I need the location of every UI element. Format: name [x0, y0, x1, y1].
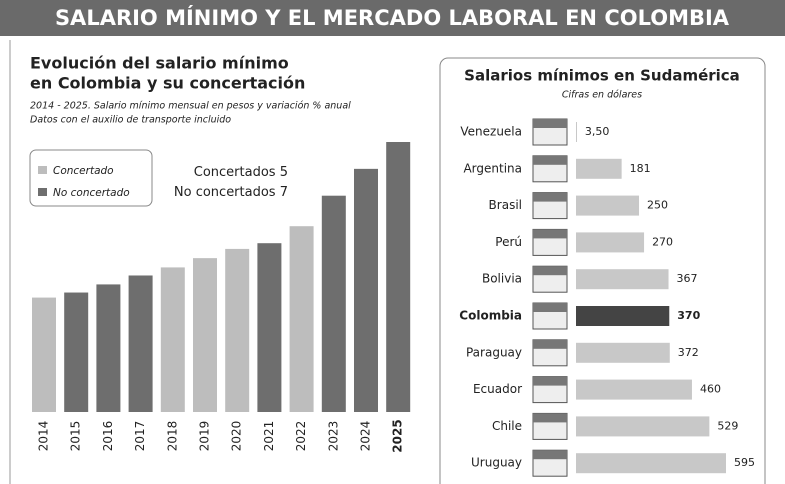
count-label: Concertados: [194, 165, 276, 180]
flag-band: [533, 229, 567, 239]
flag-band: [533, 376, 567, 386]
flag-band: [533, 303, 567, 312]
bar: [576, 158, 622, 179]
bar: [225, 248, 250, 412]
flag-band: [533, 155, 567, 165]
legend-count: No concertados 7: [174, 185, 288, 200]
value-label: 250: [647, 199, 668, 212]
bar: [32, 297, 56, 412]
banner: [0, 0, 785, 36]
bar: [576, 342, 670, 363]
x-tick-label: 2016: [101, 421, 115, 452]
flag-band: [533, 339, 567, 349]
value-label: 181: [630, 162, 651, 175]
flag-band: [533, 413, 567, 423]
country-label: Perú: [495, 235, 522, 249]
bar: [257, 243, 282, 412]
x-tick-label: 2024: [359, 421, 373, 452]
country-label: Chile: [492, 419, 522, 433]
x-tick-label: 2021: [262, 421, 276, 452]
bar: [576, 122, 577, 142]
chart-title: Salarios mínimos en Sudamérica: [464, 67, 740, 85]
legend-count: Concertados 5: [194, 165, 288, 180]
bar: [289, 226, 314, 412]
value-label: 370: [677, 309, 700, 322]
flag-band: [533, 192, 567, 202]
country-label: Colombia: [459, 309, 522, 323]
legend-label: Concertado: [53, 165, 114, 177]
legend-label: No concertado: [53, 187, 130, 199]
flag-band: [533, 266, 567, 276]
country-label: Brasil: [489, 198, 522, 212]
country-label: Venezuela: [460, 125, 522, 139]
value-label: 460: [700, 383, 721, 396]
chart-subtitle: 2014 - 2025. Salario mínimo mensual en p…: [30, 101, 351, 112]
value-label: 372: [678, 346, 699, 359]
bar: [64, 292, 89, 412]
bar: [576, 232, 645, 253]
flag-band: [533, 119, 567, 128]
chart-subtitle: Datos con el auxilio de transporte inclu…: [30, 115, 231, 126]
legend-swatch: [38, 188, 47, 196]
x-tick-label: 2015: [69, 421, 83, 452]
panel: [439, 57, 766, 484]
chart-subtitle: Cifras en dólares: [562, 90, 642, 101]
x-tick-label: 2014: [37, 421, 51, 452]
legend-box: [29, 149, 153, 207]
bar: [193, 258, 217, 412]
count-value: 5: [280, 165, 288, 180]
bar: [576, 269, 669, 290]
x-tick-label: 2025: [391, 419, 405, 452]
country-label: Ecuador: [473, 382, 522, 396]
chart-title: Evolución del salario mínimo: [30, 54, 289, 73]
x-tick-label: 2017: [133, 421, 147, 452]
country-label: Bolivia: [482, 272, 522, 286]
bar: [576, 306, 670, 326]
value-label: 3,50: [585, 125, 610, 138]
country-label: Uruguay: [471, 456, 522, 470]
bar: [96, 284, 121, 412]
bar: [576, 453, 726, 474]
value-label: 270: [652, 235, 673, 248]
x-tick-label: 2022: [294, 421, 308, 452]
country-label: Paraguay: [466, 345, 522, 359]
x-tick-label: 2018: [165, 421, 179, 452]
bar: [576, 195, 640, 216]
bar: [128, 275, 153, 412]
bar: [386, 142, 411, 412]
value-label: 529: [717, 419, 738, 432]
chart-title: en Colombia y su concertación: [30, 74, 305, 93]
flag-band: [533, 450, 567, 460]
bar: [576, 416, 710, 437]
value-label: 595: [734, 456, 755, 469]
country-label: Argentina: [463, 161, 522, 175]
count-value: 7: [280, 185, 288, 200]
value-label: 367: [677, 272, 698, 285]
x-tick-label: 2019: [198, 421, 212, 452]
legend-swatch: [38, 166, 47, 174]
x-tick-label: 2020: [230, 421, 244, 452]
bar: [160, 267, 185, 412]
bar: [354, 168, 378, 412]
bar: [576, 379, 692, 400]
count-label: No concertados: [174, 185, 276, 200]
banner-title: SALARIO MÍNIMO Y EL MERCADO LABORAL EN C…: [55, 5, 730, 30]
bar: [321, 195, 346, 412]
x-tick-label: 2023: [326, 421, 340, 452]
